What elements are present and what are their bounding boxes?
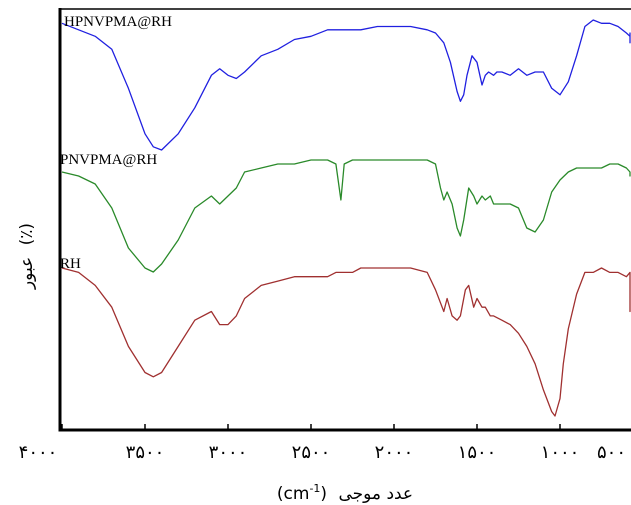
x-tick-labels: ۴۰۰۰ ۳۵۰۰ ۳۰۰۰ ۲۵۰۰ ۲۰۰۰ ۱۵۰۰ ۱۰۰۰ ۵۰۰ [19,442,626,463]
x-axis-title-word: عدد موجی [338,484,413,504]
x-tick-label-500: ۵۰۰ [597,442,626,463]
svg-text:عبور (٪): عبور (٪) [17,223,37,290]
x-tick-label-1000: ۱۰۰۰ [541,442,580,463]
series-label-pnvpma: PNVPMA@RH [60,152,157,168]
series-lines [61,19,631,417]
series-label-rh: RH [60,256,81,272]
x-axis-title: (cm-1) عدد موجی [277,482,413,504]
x-tick-label-4000: ۴۰۰۰ [19,442,58,463]
x-tick-label-3500: ۳۵۰۰ [126,442,165,463]
x-tick-label-1500: ۱۵۰۰ [458,442,497,463]
series-line-rh [61,267,631,417]
x-tick-label-2500: ۲۵۰۰ [292,442,331,463]
x-axis-title-unit: (cm [277,484,310,504]
y-axis-title: عبور (٪) [17,223,37,290]
x-axis-title-sup: -1 [309,482,320,495]
x-tick-label-2000: ۲۰۰۰ [375,442,414,463]
x-ticks [61,424,561,430]
y-axis-title-unit: (٪) [17,223,37,245]
series-line-hpnvpma-rh [61,19,631,151]
series-label-hpnvpma: HPNVPMA@RH [64,14,172,30]
x-tick-label-3000: ۳۰۰۰ [209,442,248,463]
x-axis-title-close: ) [320,484,327,504]
series-line-pnvpma-rh [61,159,631,273]
y-axis-title-word: عبور [17,257,37,290]
